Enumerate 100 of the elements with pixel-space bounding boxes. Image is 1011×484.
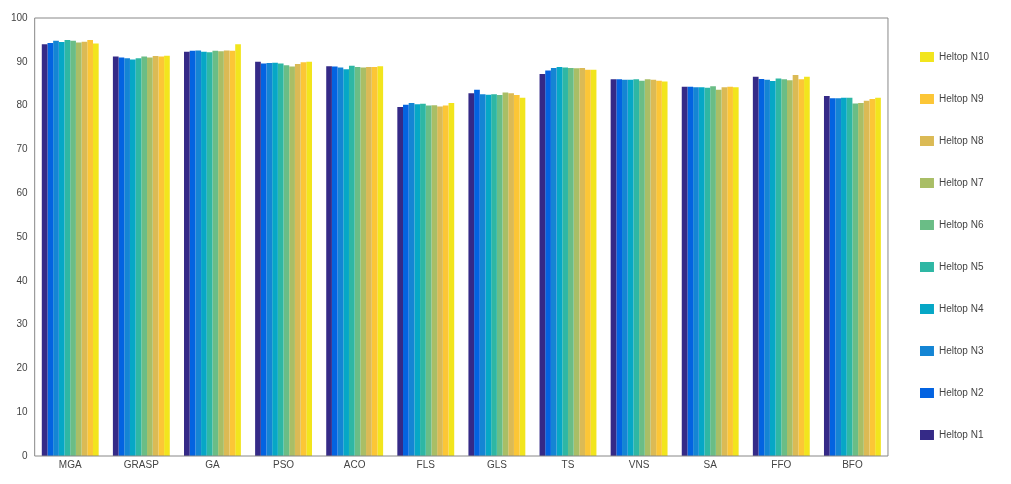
bar [545,70,551,456]
bar [650,79,657,456]
bar [184,51,190,456]
y-tick-label: 10 [16,405,29,417]
bar [693,87,699,456]
bar [442,105,449,456]
bar [715,89,722,456]
bar [129,59,136,456]
x-tick-label: VNS [628,458,650,470]
y-tick-label: 40 [16,274,29,286]
bar [752,76,759,456]
bar [397,106,404,456]
y-tick-label: 80 [16,99,29,111]
bar [377,66,384,456]
x-tick-label: PSO [273,458,295,470]
bar [47,42,54,456]
legend-label: Heltop N1 [938,428,984,440]
bar [235,44,241,456]
bar [698,87,705,456]
bar [266,63,273,456]
bar [201,51,207,456]
x-tick-label: GA [205,458,220,470]
y-tick-label: 0 [22,449,29,461]
bar [764,79,770,456]
legend-label: Heltop N9 [938,92,984,104]
legend-label: Heltop N8 [938,134,984,146]
bar [562,67,568,456]
x-tick-label: SA [703,458,718,470]
bar [112,56,119,456]
legend-label: Heltop N6 [938,218,984,230]
bar [687,86,694,456]
bar [218,51,224,456]
bar [474,89,480,456]
bar [823,95,830,456]
bar [331,66,338,456]
bar [567,67,574,456]
bar [53,40,59,456]
legend-label: Heltop N3 [938,344,984,356]
legend-label: Heltop N4 [938,302,984,314]
bar [769,81,776,456]
bar [141,56,148,456]
bar [579,67,586,456]
bar [348,65,355,456]
x-tick-label: TS [561,458,575,470]
bar [58,42,65,456]
bar [420,103,426,456]
legend-label: Heltop N5 [938,260,984,272]
bar [633,79,640,456]
x-tick-label: MGA [58,458,82,470]
bar [306,61,312,456]
bar [437,106,443,456]
bar [343,69,349,456]
bar [212,50,219,456]
bar [468,93,475,456]
bar [92,43,99,456]
x-tick-label: FFO [771,458,792,470]
bar [147,57,153,456]
bar [479,94,486,456]
bar [798,79,805,456]
y-tick-label: 30 [16,318,29,330]
bar [294,63,301,456]
bar [787,80,793,456]
bar [508,93,514,456]
bar [326,66,332,456]
bar [727,86,733,456]
bar [585,69,591,456]
bar [496,95,503,456]
bar [656,80,662,456]
bar [781,79,787,456]
bar [513,95,520,456]
y-tick-label: 60 [16,186,29,198]
bar [431,105,438,456]
bar [158,56,165,456]
y-tick-label: 70 [16,143,29,155]
bar [852,103,859,456]
y-tick-label: 90 [16,55,29,67]
bar [223,50,230,456]
x-tick-label: GRASP [123,458,160,470]
bar [414,104,421,456]
bar [622,79,628,456]
x-tick-label: ACO [343,458,366,470]
bar [87,39,93,456]
bar [869,99,876,456]
bar [255,61,261,456]
legend-label: Heltop N2 [938,386,984,398]
bar [195,50,202,456]
bar [164,55,170,456]
bar [841,97,847,456]
bar [835,98,842,456]
bar [289,66,295,456]
y-tick-label: 50 [16,230,29,242]
y-tick-label: 20 [16,362,29,374]
bar [661,81,668,456]
bar [124,58,130,456]
legend-label: Heltop N7 [938,176,984,188]
bar [403,104,409,456]
bar [804,76,810,456]
bar [732,87,739,456]
bar [491,94,497,456]
bar [277,63,284,456]
